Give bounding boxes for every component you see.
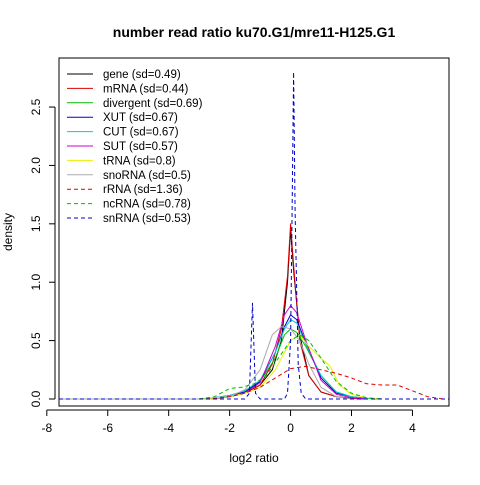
x-axis: -8 -6 -4 -2 0 2 4: [41, 409, 416, 435]
y-axis: 0.0 0.5 1.0 1.5 2.0 2.5: [29, 98, 56, 407]
legend-label: XUT (sd=0.67): [103, 112, 178, 124]
series-line-8: [59, 365, 443, 400]
y-tick-label: 0.0: [29, 390, 43, 407]
x-tick-label: -6: [102, 421, 113, 435]
y-tick-label: 1.5: [29, 215, 43, 232]
plot-frame: [58, 57, 450, 407]
legend-label: CUT (sd=0.67): [103, 127, 179, 139]
series-line-10: [59, 71, 449, 400]
legend-label: snoRNA (sd=0.5): [103, 170, 191, 182]
series-line-9: [59, 334, 383, 400]
legend-label: mRNA (sd=0.44): [103, 83, 188, 95]
y-tick-label: 0.5: [29, 332, 43, 349]
x-tick-label: -2: [224, 421, 235, 435]
x-tick-label: 2: [348, 421, 355, 435]
y-tick-label: 2.0: [29, 157, 43, 174]
series-layer: [59, 71, 449, 400]
x-tick-label: 0: [287, 421, 294, 435]
x-tick-label: -8: [41, 421, 52, 435]
x-tick-label: -4: [163, 421, 174, 435]
y-tick-label: 2.5: [29, 98, 43, 115]
legend-label: tRNA (sd=0.8): [103, 155, 176, 167]
legend-label: rRNA (sd=1.36): [103, 184, 183, 196]
legend-label: divergent (sd=0.69): [103, 98, 203, 110]
x-axis-label: log2 ratio: [229, 451, 279, 465]
chart-title: number read ratio ku70.G1/mre11-H125.G1: [113, 24, 396, 40]
y-axis-label: density: [1, 213, 15, 251]
legend-label: gene (sd=0.49): [103, 69, 181, 81]
y-tick-label: 1.0: [29, 274, 43, 291]
legend-label: SUT (sd=0.57): [103, 141, 178, 153]
series-line-4: [59, 319, 383, 400]
legend-label: snRNA (sd=0.53): [103, 213, 191, 225]
legend-label: ncRNA (sd=0.78): [103, 199, 191, 211]
x-tick-label: 4: [409, 421, 416, 435]
legend: gene (sd=0.49) mRNA (sd=0.44) divergent (s…: [67, 69, 203, 225]
